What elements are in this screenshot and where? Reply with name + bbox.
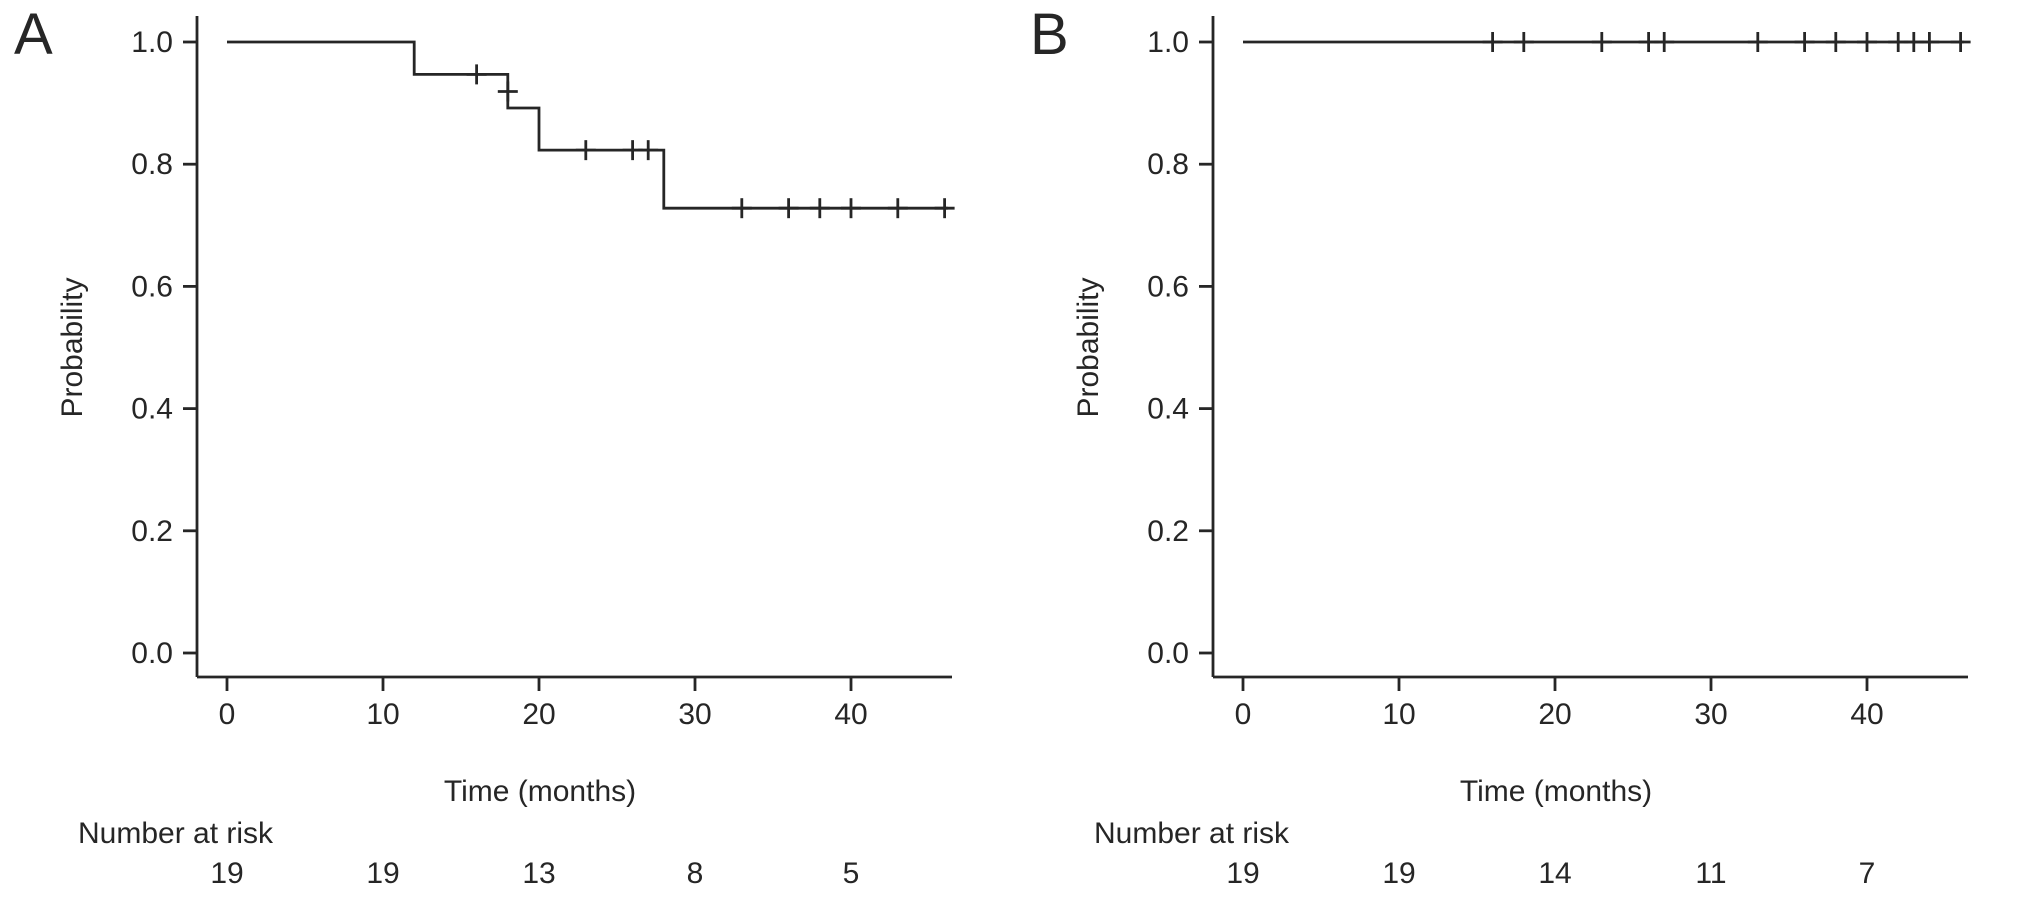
number-at-risk-count: 5 bbox=[843, 857, 860, 890]
number-at-risk-count: 19 bbox=[366, 857, 399, 890]
x-axis-title: Time (months) bbox=[1460, 775, 1652, 808]
x-tick-label: 40 bbox=[834, 698, 867, 731]
y-tick-label: 0.0 bbox=[131, 637, 173, 670]
number-at-risk-count: 19 bbox=[1382, 857, 1415, 890]
panel-label: A bbox=[14, 2, 53, 67]
number-at-risk-count: 8 bbox=[687, 857, 704, 890]
number-at-risk-count: 19 bbox=[210, 857, 243, 890]
x-tick-label: 20 bbox=[522, 698, 555, 731]
number-at-risk-count: 11 bbox=[1695, 857, 1726, 890]
x-tick-label: 20 bbox=[1538, 698, 1571, 731]
y-tick-label: 0.2 bbox=[1147, 515, 1189, 548]
x-axis-title: Time (months) bbox=[444, 775, 636, 808]
x-tick-label: 0 bbox=[1235, 698, 1252, 731]
x-tick-label: 30 bbox=[1694, 698, 1727, 731]
y-axis-title: Probability bbox=[1072, 277, 1105, 417]
y-tick-label: 1.0 bbox=[1147, 26, 1189, 59]
km-panel-b: B 1.0 0.8 0.6 0.4 0.2 0.0 0 10 20 30 40 Probability T… bbox=[1030, 2, 1971, 890]
x-tick-label: 10 bbox=[366, 698, 399, 731]
y-tick-label: 0.4 bbox=[131, 393, 173, 426]
number-at-risk-label: Number at risk bbox=[1094, 817, 1290, 850]
y-tick-label: 0.6 bbox=[1147, 270, 1189, 303]
y-tick-label: 1.0 bbox=[131, 26, 173, 59]
km-panel-a: A 1.0 0.8 0.6 0.4 0.2 0.0 0 10 20 30 40 Probability T… bbox=[14, 2, 955, 890]
y-tick-label: 0.4 bbox=[1147, 393, 1189, 426]
panel-label: B bbox=[1030, 2, 1069, 67]
number-at-risk-count: 7 bbox=[1859, 857, 1876, 890]
y-tick-label: 0.2 bbox=[131, 515, 173, 548]
number-at-risk-count: 19 bbox=[1226, 857, 1259, 890]
x-tick-label: 30 bbox=[678, 698, 711, 731]
y-axis-title: Probability bbox=[56, 277, 89, 417]
x-tick-label: 0 bbox=[219, 698, 236, 731]
y-tick-label: 0.0 bbox=[1147, 637, 1189, 670]
number-at-risk-count: 13 bbox=[522, 857, 555, 890]
number-at-risk-count: 14 bbox=[1538, 857, 1571, 890]
x-tick-label: 10 bbox=[1382, 698, 1415, 731]
y-tick-label: 0.8 bbox=[131, 148, 173, 181]
x-tick-label: 40 bbox=[1850, 698, 1883, 731]
y-tick-label: 0.8 bbox=[1147, 148, 1189, 181]
survival-curve bbox=[227, 40, 948, 210]
number-at-risk-label: Number at risk bbox=[78, 817, 274, 850]
y-tick-label: 0.6 bbox=[131, 270, 173, 303]
